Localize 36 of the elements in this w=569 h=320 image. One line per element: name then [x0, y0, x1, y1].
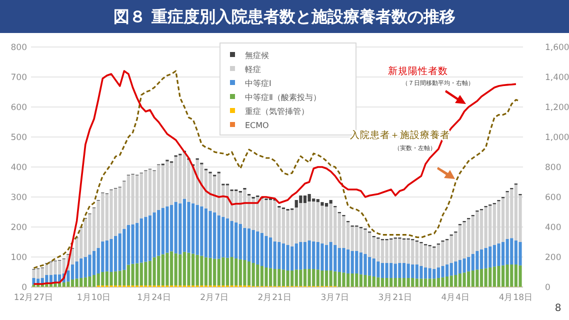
chart-title: 図８ 重症度別入院患者数と施設療養者数の推移 — [114, 7, 456, 26]
y-tick-label: 100 — [10, 253, 27, 263]
x-tick-label: 2月7日 — [200, 293, 229, 303]
legend-label: 無症候 — [245, 51, 269, 60]
legend-label: 軽症 — [245, 65, 261, 74]
y-tick-label: 700 — [10, 73, 27, 83]
y2-tick-label: 200 — [545, 253, 562, 263]
legend-label: 重症（気管挿管） — [245, 107, 309, 116]
x-tick-label: 4月4日 — [441, 293, 470, 303]
y-tick-label: 400 — [10, 163, 27, 173]
text: 新規陽性者数 — [388, 65, 448, 77]
x-tick-label: 3月7日 — [320, 293, 350, 303]
legend-label: ECMO — [245, 121, 269, 130]
y2-tick-label: 600 — [545, 193, 562, 203]
x-tick-label: 1月24日 — [137, 293, 172, 303]
x-tick-label: 12月27日 — [14, 293, 54, 303]
y2-tick-label: 1,400 — [545, 73, 569, 83]
y-tick-label: 0 — [22, 283, 27, 293]
y2-tick-label: 400 — [545, 223, 562, 233]
y2-tick-label: 1,600 — [545, 43, 569, 53]
x-tick-label: 2月21日 — [258, 293, 292, 303]
y-tick-label: 600 — [10, 103, 27, 113]
y2-tick-label: 0 — [545, 283, 550, 293]
y2-tick-label: 800 — [545, 163, 562, 173]
x-tick-label: 1月10日 — [76, 293, 112, 303]
y-tick-label: 800 — [10, 43, 27, 53]
y2-tick-label: 1,200 — [545, 103, 569, 113]
text: 8 — [554, 303, 562, 314]
y-tick-label: 500 — [10, 133, 27, 143]
legend-label: 中等症Ⅱ（酸素投与） — [245, 93, 321, 102]
y2-tick-label: 1,000 — [545, 133, 569, 143]
x-tick-label: 3月21日 — [378, 293, 413, 303]
y-tick-label: 300 — [10, 193, 27, 203]
y-tick-label: 200 — [10, 223, 27, 233]
legend-label: 中等症Ⅰ — [245, 79, 272, 88]
x-tick-label: 4月18日 — [498, 293, 534, 303]
